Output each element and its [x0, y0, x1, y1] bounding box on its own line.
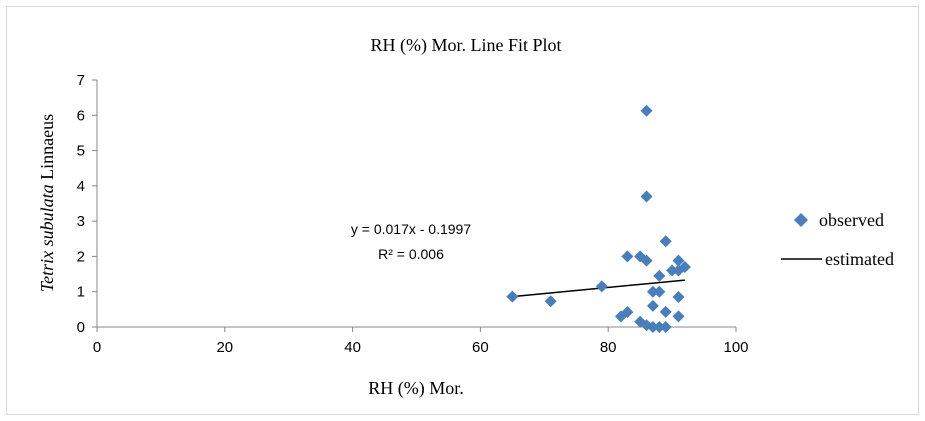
y-ticks: 0 1 2 3 4 5 6 7 [77, 72, 97, 336]
plot-area: 0 20 40 60 80 100 0 1 2 3 4 5 6 7 [77, 72, 749, 356]
x-ticks: 0 20 40 60 80 100 [93, 327, 749, 356]
chart-title: RH (%) Mor. Line Fit Plot [370, 35, 561, 56]
y-tick-label: 2 [77, 248, 85, 265]
y-axis-label: Tetrix subulata Linnaeus [37, 114, 57, 292]
observed-point [646, 299, 659, 312]
chart-area: RH (%) Mor. Line Fit Plot 0 20 40 60 80 100 0… [6, 6, 919, 415]
x-tick-label: 40 [344, 339, 361, 356]
observed-point [672, 291, 685, 304]
y-tick-label: 1 [77, 284, 85, 301]
observed-point [506, 290, 519, 303]
r-squared-label: R² = 0.006 [378, 246, 444, 262]
observed-point [646, 285, 659, 298]
observed-point [640, 190, 653, 203]
x-tick-label: 80 [600, 339, 617, 356]
y-tick-label: 0 [77, 319, 85, 336]
x-tick-label: 60 [472, 339, 489, 356]
legend-estimated-label: estimated [825, 249, 894, 269]
observed-point [621, 306, 634, 319]
observed-point [646, 321, 659, 333]
scatter-chart: RH (%) Mor. Line Fit Plot 0 20 40 60 80 100 0… [37, 35, 894, 399]
x-tick-label: 100 [723, 339, 748, 356]
observed-point [659, 235, 672, 248]
observed-point [544, 295, 557, 308]
observed-point [595, 280, 608, 293]
observed-point [640, 254, 653, 267]
y-tick-label: 5 [77, 143, 85, 160]
observed-point [659, 305, 672, 318]
observed-point [672, 254, 685, 267]
x-tick-label: 0 [93, 339, 101, 356]
equation-label: y = 0.017x - 0.1997 [351, 221, 471, 237]
observed-point [634, 250, 647, 263]
observed-point [640, 104, 653, 117]
observed-point [678, 261, 691, 274]
y-axis-label-rest: Linnaeus [37, 114, 57, 184]
x-tick-label: 20 [216, 339, 233, 356]
x-axis-label: RH (%) Mor. [368, 378, 464, 399]
legend-observed-label: observed [819, 210, 884, 230]
y-tick-label: 7 [77, 72, 85, 89]
y-tick-label: 3 [77, 213, 85, 230]
points-group [506, 104, 691, 333]
observed-point [653, 285, 666, 298]
observed-point [666, 264, 679, 277]
legend-observed-marker [794, 213, 808, 227]
observed-point [653, 269, 666, 282]
observed-point [621, 250, 634, 263]
legend: observed estimated [781, 210, 894, 269]
y-tick-label: 4 [77, 178, 85, 195]
y-axis-label-italic: Tetrix subulata [37, 184, 57, 292]
observed-point [672, 310, 685, 323]
observed-point [653, 321, 666, 333]
y-tick-label: 6 [77, 107, 85, 124]
observed-point [659, 321, 672, 333]
